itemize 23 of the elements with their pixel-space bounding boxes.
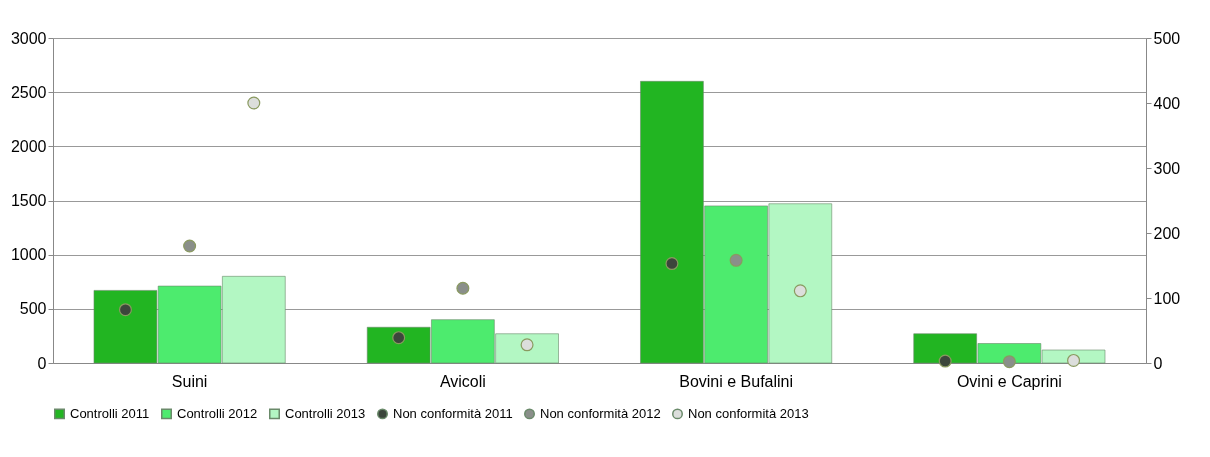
- legend-label: Non conformità 2011: [393, 405, 513, 421]
- y-tick-label: 1500: [10, 192, 47, 209]
- y-tick-label: 1000: [10, 246, 47, 264]
- legend-label: Controlli 2012: [177, 405, 258, 421]
- legend-label: Non conformità 2012: [540, 405, 661, 421]
- y-tick-label: 3000: [10, 29, 47, 47]
- x-tick-label: Avicoli: [439, 372, 486, 390]
- y2-tick-label: 200: [1153, 224, 1181, 242]
- y-tick-label: 2000: [10, 137, 47, 155]
- y2-tick-label: 500: [1153, 29, 1181, 47]
- legend-label: Controlli 2013: [285, 405, 366, 421]
- y2-tick-label: 300: [1153, 159, 1181, 177]
- legend-label: Controlli 2011: [70, 405, 150, 421]
- x-tick-label: Ovini e Caprini: [956, 372, 1062, 390]
- x-tick-label: Bovini e Bufalini: [679, 372, 794, 390]
- y-tick-label: 0: [37, 354, 47, 372]
- y2-tick-label: 400: [1153, 94, 1181, 112]
- legend-label: Non conformità 2013: [688, 405, 809, 421]
- x-tick-label: Suini: [171, 372, 208, 390]
- y2-tick-label: 0: [1153, 354, 1163, 372]
- y-tick-label: 2500: [10, 83, 47, 101]
- y-tick-label: 500: [19, 300, 47, 318]
- y2-tick-label: 100: [1153, 289, 1181, 307]
